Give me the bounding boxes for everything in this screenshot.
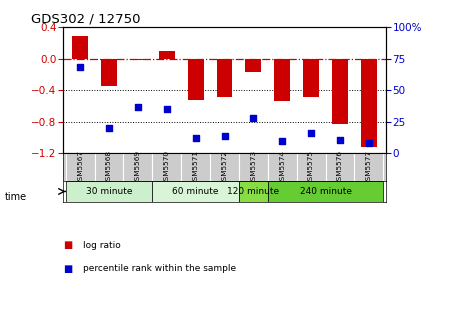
Bar [210,154,239,181]
Text: GSM5574: GSM5574 [279,150,285,185]
Bar [66,181,152,202]
Bar [268,154,297,181]
Point [77,65,84,70]
Bar [239,154,268,181]
Bar [332,58,348,124]
Bar [268,181,383,202]
Text: 240 minute: 240 minute [299,187,352,196]
Text: GSM5567: GSM5567 [77,150,83,185]
Text: log ratio: log ratio [83,241,121,250]
Bar [159,51,175,58]
Text: GSM5572: GSM5572 [221,150,228,185]
Bar [188,58,203,100]
Text: GSM5575: GSM5575 [308,150,314,185]
Bar [66,154,95,181]
Point [308,131,315,136]
Point [221,133,228,138]
Bar [152,154,181,181]
Text: ■: ■ [63,264,72,274]
Point [279,138,286,143]
Text: 30 minute: 30 minute [86,187,132,196]
Bar [274,58,290,101]
Bar [130,58,146,60]
Text: GSM5573: GSM5573 [251,150,256,185]
Point [163,107,170,112]
Text: GSM5571: GSM5571 [193,150,198,185]
Text: GDS302 / 12750: GDS302 / 12750 [31,13,140,26]
Text: percentile rank within the sample: percentile rank within the sample [83,264,236,273]
Text: GSM5576: GSM5576 [337,150,343,185]
Bar [297,154,326,181]
Text: GSM5577: GSM5577 [366,150,372,185]
Text: 60 minute: 60 minute [172,187,219,196]
Point [134,104,141,109]
Bar [354,154,383,181]
Point [336,137,343,142]
Bar [216,58,233,96]
Bar [72,36,88,58]
Text: GSM5569: GSM5569 [135,150,141,185]
Bar [361,58,377,147]
Point [250,115,257,121]
Bar [152,181,239,202]
Bar [326,154,354,181]
Bar [123,154,152,181]
Point [365,141,372,146]
Bar [95,154,123,181]
Bar [303,58,319,96]
Point [192,136,199,141]
Bar [246,58,261,72]
Text: ■: ■ [63,240,72,250]
Text: GSM5568: GSM5568 [106,150,112,185]
Text: time: time [4,192,26,202]
Text: 120 minute: 120 minute [227,187,279,196]
Bar [239,181,268,202]
Bar [101,58,117,86]
Point [106,125,113,131]
Text: GSM5570: GSM5570 [164,150,170,185]
Bar [181,154,210,181]
